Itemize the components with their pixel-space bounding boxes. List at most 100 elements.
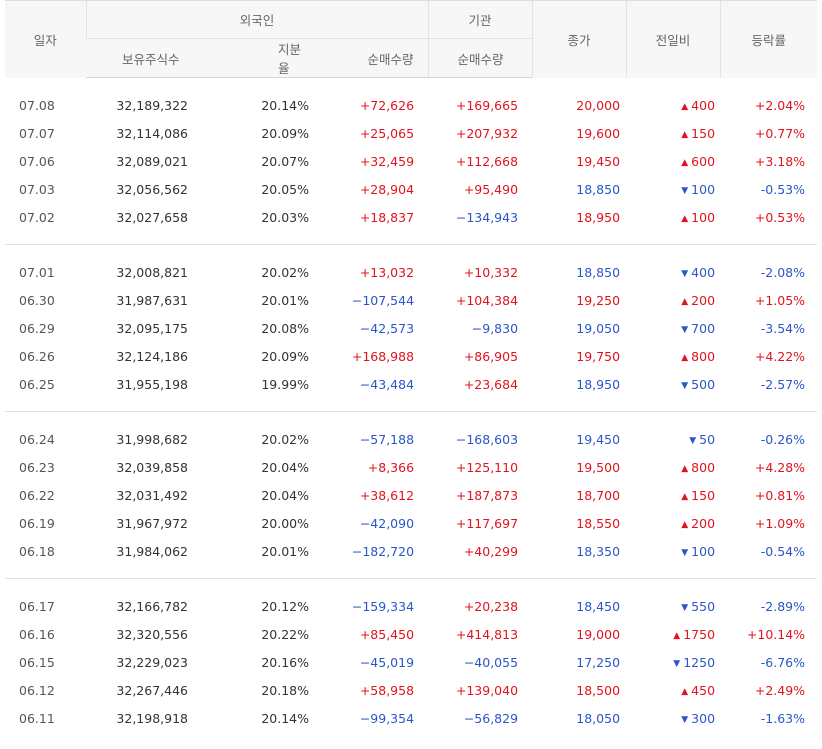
- row-rate: -0.26%: [760, 431, 806, 447]
- row-date: 06.17: [19, 598, 55, 614]
- row-foreign-net: +72,626: [359, 97, 415, 113]
- row-rate: -0.54%: [760, 543, 806, 559]
- investor-trading-table-container: 일자 외국인 기관 종가 전일비 등락률 보유주식수 지분율 순매수량 순매수량…: [5, 0, 818, 733]
- row-holding: 32,056,562: [116, 181, 188, 197]
- triangle-up-icon: ▲: [681, 519, 689, 530]
- table-row: 06.23 32,039,858 20.04% +8,366 +125,110 19,50…: [5, 453, 817, 481]
- table-row: 07.07 32,114,086 20.09% +25,065 +207,932 19,6…: [5, 119, 817, 147]
- row-inst-net: −9,830: [471, 320, 519, 336]
- row-rate: -3.54%: [760, 320, 806, 336]
- row-rate: +0.77%: [754, 125, 806, 141]
- row-rate: -0.53%: [760, 181, 806, 197]
- group-divider: [5, 244, 818, 245]
- row-close: 18,850: [576, 181, 621, 197]
- row-close: 17,250: [576, 654, 621, 670]
- row-foreign-net: +13,032: [359, 264, 415, 280]
- triangle-up-icon: ▲: [681, 686, 689, 697]
- row-rate: +1.05%: [754, 292, 806, 308]
- change-value: 100: [691, 181, 716, 197]
- row-foreign-net: −107,544: [351, 292, 415, 308]
- row-foreign-net: +18,837: [359, 209, 415, 225]
- row-holding: 32,095,175: [116, 320, 188, 336]
- triangle-up-icon: ▲: [681, 101, 689, 112]
- header-foreign-net: 순매수량: [312, 38, 429, 78]
- row-ratio: 20.08%: [261, 320, 309, 336]
- header-inst-net: 순매수량: [427, 38, 533, 78]
- table-row: 06.12 32,267,446 20.18% +58,958 +139,040 18,5…: [5, 676, 817, 704]
- triangle-up-icon: ▲: [673, 630, 681, 641]
- row-change: ▲ 150: [626, 481, 720, 509]
- row-foreign-net: −43,484: [359, 376, 415, 392]
- row-inst-net: −134,943: [455, 209, 519, 225]
- row-change: ▲ 150: [626, 119, 720, 147]
- triangle-down-icon: ▼: [681, 324, 689, 335]
- group-divider: [5, 411, 818, 412]
- row-inst-net: +139,040: [455, 682, 519, 698]
- change-value: 200: [691, 515, 716, 531]
- row-inst-net: +414,813: [455, 626, 519, 642]
- triangle-up-icon: ▲: [681, 129, 689, 140]
- row-holding: 31,955,198: [116, 376, 188, 392]
- triangle-down-icon: ▼: [681, 547, 689, 558]
- change-value: 800: [691, 348, 716, 364]
- row-date: 06.11: [19, 710, 55, 726]
- change-value: 100: [691, 209, 716, 225]
- row-inst-net: +117,697: [455, 515, 519, 531]
- header-holding: 보유주식수: [86, 38, 202, 78]
- row-change: ▼ 300: [626, 704, 720, 732]
- header-ratio: 지분율: [202, 38, 312, 78]
- header-date: 일자: [5, 0, 86, 78]
- change-value: 100: [691, 543, 716, 559]
- row-inst-net: +95,490: [463, 181, 519, 197]
- table-body: 07.08 32,189,322 20.14% +72,626 +169,665 20,0…: [5, 78, 818, 733]
- row-close: 18,350: [576, 543, 621, 559]
- row-ratio: 20.01%: [261, 292, 309, 308]
- row-ratio: 20.22%: [261, 626, 309, 642]
- row-ratio: 20.04%: [261, 487, 309, 503]
- change-value: 500: [691, 376, 716, 392]
- row-ratio: 20.12%: [261, 598, 309, 614]
- row-close: 19,750: [576, 348, 621, 364]
- table-row: 06.17 32,166,782 20.12% −159,334 +20,238 18,4…: [5, 592, 817, 620]
- header-foreign: 외국인: [85, 0, 429, 39]
- row-ratio: 20.00%: [261, 515, 309, 531]
- row-foreign-net: −42,573: [359, 320, 415, 336]
- row-foreign-net: −42,090: [359, 515, 415, 531]
- row-rate: +0.81%: [754, 487, 806, 503]
- row-foreign-net: −159,334: [351, 598, 415, 614]
- row-foreign-net: +168,988: [351, 348, 415, 364]
- row-holding: 31,967,972: [116, 515, 188, 531]
- change-value: 800: [691, 459, 716, 475]
- change-value: 400: [691, 97, 716, 113]
- row-change: ▼ 1250: [626, 648, 720, 676]
- table-header: 일자 외국인 기관 종가 전일비 등락률 보유주식수 지분율 순매수량 순매수량: [5, 0, 818, 78]
- row-change: ▲ 200: [626, 286, 720, 314]
- row-date: 06.22: [19, 487, 55, 503]
- triangle-up-icon: ▲: [681, 352, 689, 363]
- row-holding: 32,229,023: [116, 654, 188, 670]
- row-holding: 32,166,782: [116, 598, 188, 614]
- header-change: 전일비: [625, 0, 721, 78]
- change-value: 600: [691, 153, 716, 169]
- row-change: ▲ 200: [626, 509, 720, 537]
- triangle-up-icon: ▲: [681, 296, 689, 307]
- row-foreign-net: +8,366: [367, 459, 415, 475]
- table-row: 06.11 32,198,918 20.14% −99,354 −56,829 18,05…: [5, 704, 817, 732]
- row-ratio: 20.16%: [261, 654, 309, 670]
- row-foreign-net: −45,019: [359, 654, 415, 670]
- row-inst-net: +207,932: [455, 125, 519, 141]
- row-ratio: 20.02%: [261, 264, 309, 280]
- row-close: 20,000: [576, 97, 621, 113]
- change-value: 150: [691, 125, 716, 141]
- row-ratio: 20.07%: [261, 153, 309, 169]
- row-close: 18,500: [576, 682, 621, 698]
- row-date: 06.18: [19, 543, 55, 559]
- row-date: 06.30: [19, 292, 55, 308]
- change-value: 1250: [683, 654, 716, 670]
- row-close: 19,450: [576, 431, 621, 447]
- row-foreign-net: +25,065: [359, 125, 415, 141]
- row-change: ▼ 700: [626, 314, 720, 342]
- row-foreign-net: +28,904: [359, 181, 415, 197]
- row-close: 19,450: [576, 153, 621, 169]
- table-row: 06.18 31,984,062 20.01% −182,720 +40,299 18,3…: [5, 537, 817, 565]
